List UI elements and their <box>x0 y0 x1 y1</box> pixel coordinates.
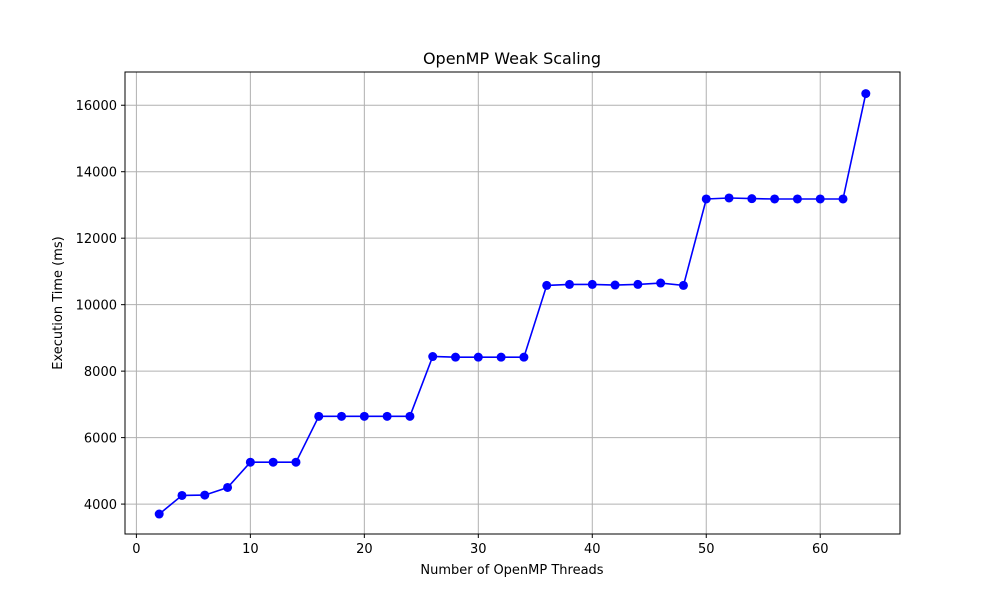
data-point <box>633 279 643 289</box>
x-axis: 0 10 20 30 40 50 60 <box>132 534 828 557</box>
data-point <box>838 194 848 204</box>
y-axis-label: Execution Time (ms) <box>51 236 66 369</box>
data-point <box>724 193 734 203</box>
y-tick-label: 14000 <box>76 166 117 181</box>
data-point <box>519 352 529 362</box>
data-point <box>405 411 415 421</box>
y-tick-label: 4000 <box>84 498 117 513</box>
data-point <box>337 411 347 421</box>
data-point <box>770 194 780 204</box>
x-tick-label: 60 <box>812 542 829 557</box>
data-point <box>268 457 278 467</box>
chart-title: OpenMP Weak Scaling <box>423 49 601 68</box>
data-point <box>792 194 802 204</box>
data-point <box>382 411 392 421</box>
data-point <box>542 280 552 290</box>
data-point <box>428 352 438 362</box>
data-point <box>154 509 164 519</box>
data-point <box>359 411 369 421</box>
y-tick-label: 10000 <box>76 299 117 314</box>
x-tick-label: 20 <box>356 542 373 557</box>
data-point <box>815 194 825 204</box>
data-point <box>223 482 233 492</box>
grid-lines <box>125 72 900 534</box>
y-tick-label: 16000 <box>76 99 117 114</box>
data-point <box>245 457 255 467</box>
x-axis-label: Number of OpenMP Threads <box>420 563 603 578</box>
data-point <box>200 490 210 500</box>
data-point <box>451 352 461 362</box>
plot-frame <box>124 71 901 535</box>
data-point <box>861 89 871 99</box>
y-tick-label: 8000 <box>84 365 117 380</box>
data-point <box>678 280 688 290</box>
series-layer <box>154 89 871 519</box>
data-point <box>496 352 506 362</box>
data-point <box>473 352 483 362</box>
data-point <box>587 279 597 289</box>
data-point <box>564 279 574 289</box>
data-point <box>747 194 757 204</box>
data-point <box>177 490 187 500</box>
data-point <box>291 457 301 467</box>
data-point <box>656 278 666 288</box>
x-tick-label: 0 <box>132 542 140 557</box>
series-line <box>158 93 867 515</box>
x-tick-label: 50 <box>698 542 715 557</box>
data-point <box>701 194 711 204</box>
data-point <box>314 411 324 421</box>
data-point <box>610 280 620 290</box>
y-tick-label: 12000 <box>76 232 117 247</box>
x-tick-label: 10 <box>242 542 259 557</box>
x-tick-label: 30 <box>470 542 487 557</box>
y-axis: 4000 6000 8000 10000 12000 14000 16000 <box>76 99 125 513</box>
y-tick-label: 6000 <box>84 432 117 447</box>
x-tick-label: 40 <box>584 542 601 557</box>
